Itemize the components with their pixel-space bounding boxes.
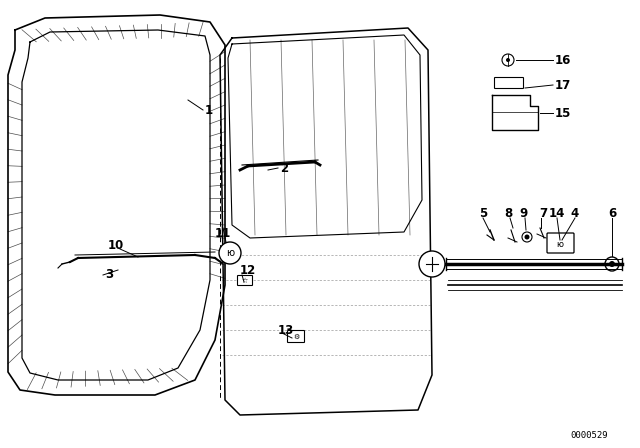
Text: 4: 4 — [571, 207, 579, 220]
Text: 14: 14 — [549, 207, 565, 220]
Text: 3: 3 — [105, 268, 113, 281]
Text: ⚙: ⚙ — [293, 334, 299, 340]
Text: ю: ю — [226, 248, 234, 258]
Circle shape — [525, 234, 529, 240]
Text: 17: 17 — [555, 78, 572, 91]
Text: 11: 11 — [215, 227, 231, 240]
Text: 1: 1 — [205, 103, 213, 116]
Text: 9: 9 — [519, 207, 527, 220]
Text: ☆: ☆ — [242, 278, 248, 284]
Circle shape — [506, 58, 510, 62]
Text: 13: 13 — [278, 323, 294, 336]
Circle shape — [419, 251, 445, 277]
FancyBboxPatch shape — [495, 78, 524, 89]
Text: 16: 16 — [555, 53, 572, 66]
FancyBboxPatch shape — [547, 233, 574, 253]
Text: 2: 2 — [280, 161, 288, 175]
Circle shape — [609, 261, 615, 267]
Text: 0000529: 0000529 — [570, 431, 607, 439]
Text: 6: 6 — [608, 207, 616, 220]
Text: 8: 8 — [504, 207, 512, 220]
FancyBboxPatch shape — [237, 276, 253, 285]
FancyBboxPatch shape — [287, 331, 305, 343]
Text: ю: ю — [557, 240, 563, 249]
Text: 7: 7 — [539, 207, 547, 220]
Text: 12: 12 — [240, 263, 256, 276]
Text: 10: 10 — [108, 238, 124, 251]
Text: 5: 5 — [479, 207, 487, 220]
Circle shape — [219, 242, 241, 264]
Text: 15: 15 — [555, 107, 572, 120]
